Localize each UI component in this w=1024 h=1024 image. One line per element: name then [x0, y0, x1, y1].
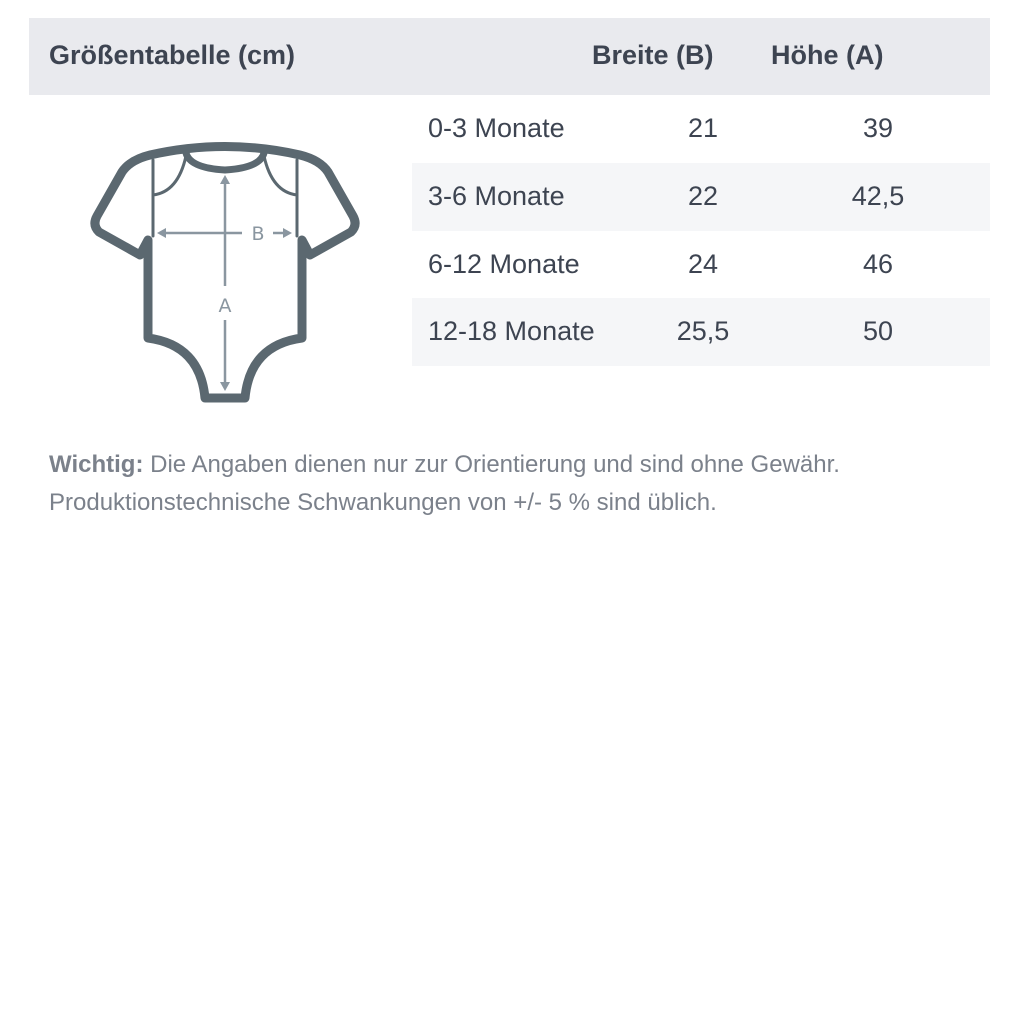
hoehe-cell: 50	[862, 316, 894, 346]
table-row: 12-18 Monate 25,5 50	[412, 298, 990, 366]
neckline	[182, 149, 268, 174]
hoehe-cell: 42,5	[851, 181, 905, 211]
table-row: 3-6 Monate 22 42,5	[412, 163, 990, 231]
table-header: Größentabelle (cm) Breite (B) Höhe (A)	[29, 18, 990, 95]
column-header-breite: Breite (B)	[592, 40, 714, 70]
size-cell: 0-3 Monate	[428, 113, 565, 143]
table-title: Größentabelle (cm)	[49, 40, 296, 70]
disclaimer-note: Wichtig: Die Angaben dienen nur zur Orie…	[49, 446, 840, 522]
table-row: 0-3 Monate 21 39	[412, 95, 990, 163]
label-a: A	[219, 295, 232, 317]
breite-cell: 22	[687, 181, 719, 211]
left-armhole	[151, 154, 188, 238]
hoehe-cell: 46	[862, 249, 894, 279]
column-header-hoehe: Höhe (A)	[771, 40, 884, 70]
onesie-outline	[90, 142, 360, 403]
breite-cell: 21	[687, 113, 719, 143]
size-cell: 6-12 Monate	[428, 249, 580, 279]
table-row: 6-12 Monate 24 46	[412, 231, 990, 299]
note-label: Wichtig:	[49, 451, 144, 478]
right-armhole	[262, 154, 299, 238]
size-cell: 3-6 Monate	[428, 181, 565, 211]
label-b: B	[251, 223, 264, 245]
note-line-2: Produktionstechnische Schwankungen von +…	[49, 489, 717, 516]
breite-cell: 25,5	[676, 316, 730, 346]
breite-cell: 24	[687, 249, 719, 279]
size-cell: 12-18 Monate	[428, 316, 595, 346]
onesie-diagram: B A	[90, 142, 360, 403]
note-line-1: Die Angaben dienen nur zur Orientierung …	[150, 451, 840, 478]
hoehe-cell: 39	[862, 113, 894, 143]
